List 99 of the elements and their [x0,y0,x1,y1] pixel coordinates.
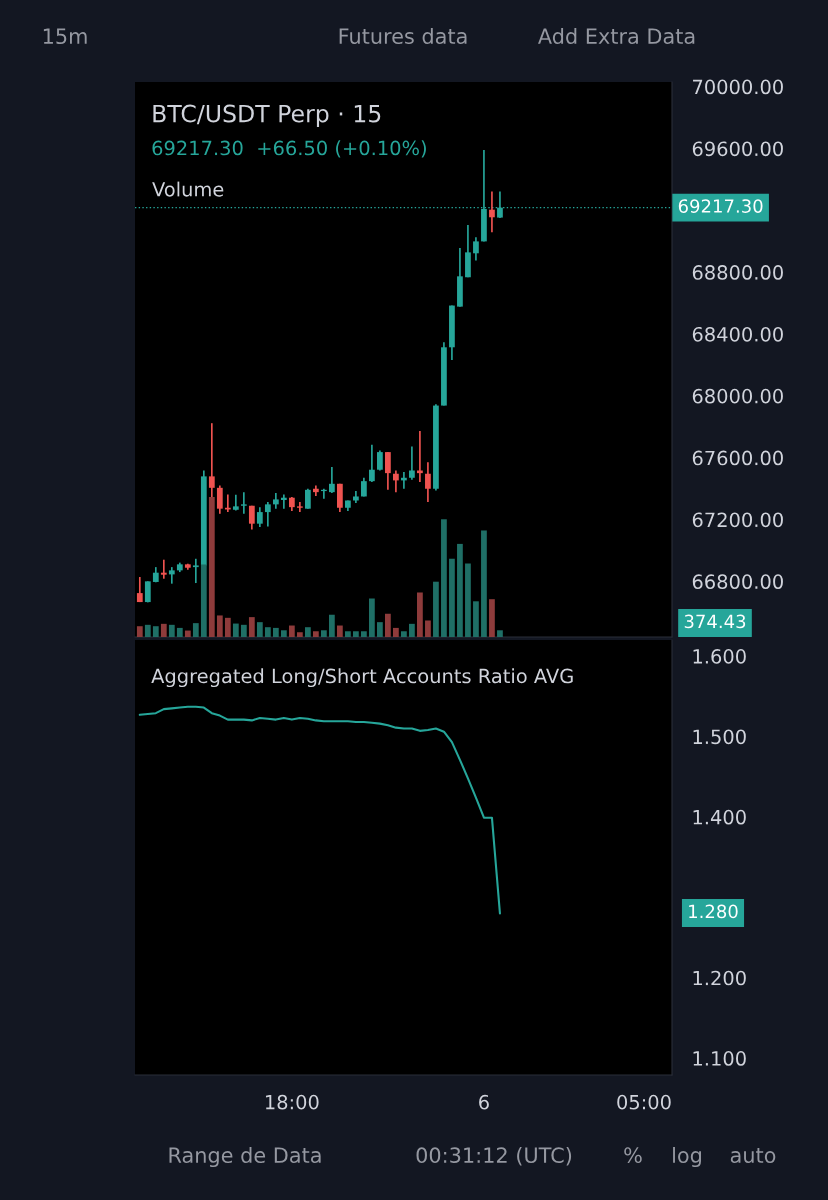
chart-title: Volume [152,181,224,197]
candlestick [280,493,287,510]
candlestick [264,501,271,528]
text: Futures data [339,27,467,45]
bar [353,631,359,637]
y-tick-label: 1.200 [693,970,746,986]
bar [160,623,167,637]
candlestick [296,501,303,513]
candlestick [240,491,247,515]
candlestick [369,444,375,483]
bar [377,622,383,637]
bar [457,543,463,637]
candlestick [497,190,503,219]
candlestick [192,557,199,584]
y-tick-label: 67600.00 [692,450,783,466]
bar [264,627,271,637]
candlestick [168,566,175,585]
candlestick [377,449,383,472]
bar [393,627,399,637]
bar [489,599,495,637]
text: 374.43 [684,614,746,629]
bar [385,613,391,637]
bar [473,601,479,637]
y-tick-label: 68000.00 [692,388,783,404]
bar [361,631,367,637]
y-tick-label: 1.400 [693,809,746,825]
x-tick-label: 05:00 [617,1094,671,1110]
bar [280,630,287,637]
bar [433,581,439,637]
ref-line-label: 69217.30 [678,199,763,213]
y-tick-label: 68400.00 [692,326,783,342]
bar [208,497,215,637]
text: Range de Data [169,1146,321,1168]
candlestick [473,236,479,262]
text: 69217.30 +66.50 (+0.10%) [152,140,426,158]
text: auto [730,1148,776,1164]
x-tick-label: 6 [479,1094,489,1110]
text: 15m [43,28,87,45]
bar [152,626,159,637]
text: Aggregated Long/Short Accounts Ratio AVG [151,668,573,688]
bar [192,623,199,637]
bar [296,632,303,637]
bar [216,615,223,637]
y-tick-label: 68800.00 [692,265,783,280]
bar [240,624,247,637]
bar [224,617,231,637]
bar [441,519,447,637]
bar [168,624,175,637]
line-series [138,705,501,915]
text: % [624,1147,642,1164]
candlestick [425,461,431,503]
bar [312,631,319,637]
bar [425,620,431,637]
candlestick [160,558,167,580]
y-tick-label: 1.600 [693,649,746,664]
text: 1.280 [689,904,738,919]
bar [481,530,487,637]
bar [184,630,191,637]
y-tick-label: 1.500 [693,729,746,745]
bar [144,624,151,637]
text: BTC/USDT Perp · 15 [153,104,381,128]
bar [328,614,335,637]
bar [409,623,415,637]
bar [176,627,183,637]
candlestick [393,469,399,493]
x-tick-label: 18:00 [265,1094,319,1110]
y-tick-label: 70000.00 [693,79,783,95]
candlestick [328,466,335,494]
candlestick [489,190,495,234]
candlestick [409,445,415,481]
candlestick [216,484,223,515]
bar [417,592,423,637]
bar [248,617,255,637]
y-tick-label: 67200.00 [692,512,783,528]
y-tick-label: 66800.00 [692,574,783,590]
candlestick [337,482,343,513]
bar [320,630,327,637]
text: 00:31:12 (UTC) [416,1146,572,1166]
bar [449,558,455,637]
y-tick-label: 1.100 [693,1051,746,1066]
bar [136,626,143,637]
bar [465,563,471,637]
bar [369,598,375,637]
bar [288,625,295,637]
candlestick [385,451,391,491]
bar [304,627,311,637]
text: log [673,1146,701,1168]
candlestick [304,487,311,510]
bar [337,625,343,637]
candlestick [256,506,263,528]
text: Add Extra Data [538,27,695,45]
bar [232,623,239,637]
bar [272,627,279,637]
bar [256,622,263,637]
bar [401,631,407,637]
candlestick [136,576,143,603]
bar [345,631,351,637]
y-tick-label: 69600.00 [692,141,783,157]
bar [497,630,503,637]
